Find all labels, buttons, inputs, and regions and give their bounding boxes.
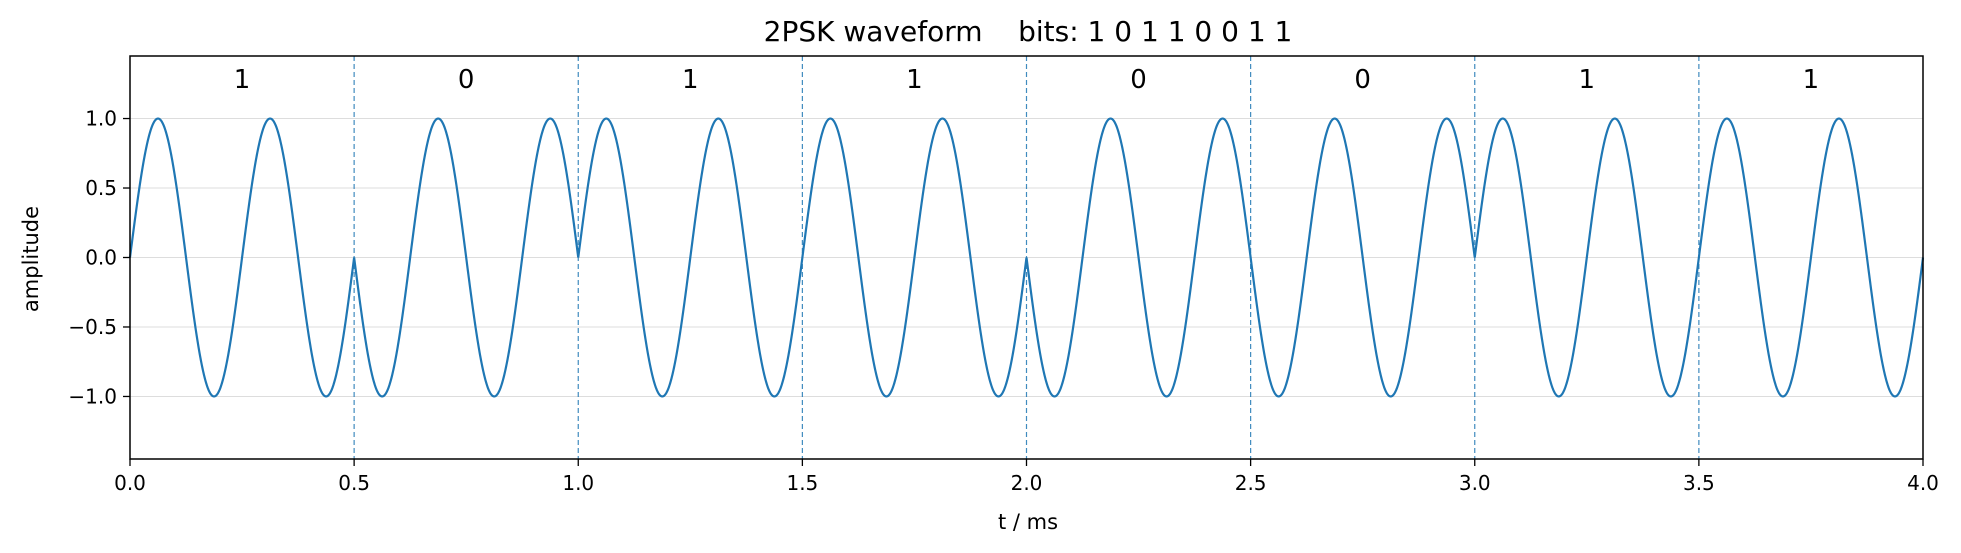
x-tick-label: 2.5 bbox=[1235, 471, 1267, 495]
x-tick-label: 1.0 bbox=[562, 471, 594, 495]
y-tick-label: −0.5 bbox=[68, 315, 117, 339]
tick-layer: 0.0 0.5 1.0 1.5 2.0 2.5 3.0 3.5 4.0 1.0 0.5 0.0 −0.5… bbox=[68, 107, 1938, 495]
y-axis-title: amplitude bbox=[19, 206, 43, 312]
x-tick-label: 0.5 bbox=[338, 471, 370, 495]
x-tick-label: 3.0 bbox=[1459, 471, 1491, 495]
y-tick-label: 0.0 bbox=[85, 246, 117, 270]
bit-label-layer: 1 0 1 1 0 0 1 1 bbox=[234, 65, 1819, 95]
x-tick-label: 2.0 bbox=[1011, 471, 1043, 495]
series-layer bbox=[128, 117, 1925, 398]
x-tick-label: 3.5 bbox=[1683, 471, 1715, 495]
bit-label: 1 bbox=[1579, 65, 1596, 95]
bit-label: 0 bbox=[1130, 65, 1147, 95]
bit-label: 1 bbox=[682, 65, 699, 95]
bit-label: 1 bbox=[1803, 65, 1820, 95]
bit-label: 0 bbox=[458, 65, 475, 95]
bit-label: 1 bbox=[906, 65, 923, 95]
y-tick-label: −1.0 bbox=[68, 384, 117, 408]
x-tick-label: 0.0 bbox=[114, 471, 146, 495]
y-tick-label: 1.0 bbox=[85, 107, 117, 131]
x-axis-title: t / ms bbox=[998, 510, 1058, 534]
x-tick-label: 4.0 bbox=[1907, 471, 1939, 495]
x-tick-label: 1.5 bbox=[786, 471, 818, 495]
bit-label: 0 bbox=[1354, 65, 1371, 95]
chart-title: 2PSK waveform bits: 1 0 1 1 0 0 1 1 bbox=[764, 15, 1293, 48]
waveform-line bbox=[128, 117, 1925, 398]
y-tick-label: 0.5 bbox=[85, 176, 117, 200]
bit-label: 1 bbox=[234, 65, 251, 95]
